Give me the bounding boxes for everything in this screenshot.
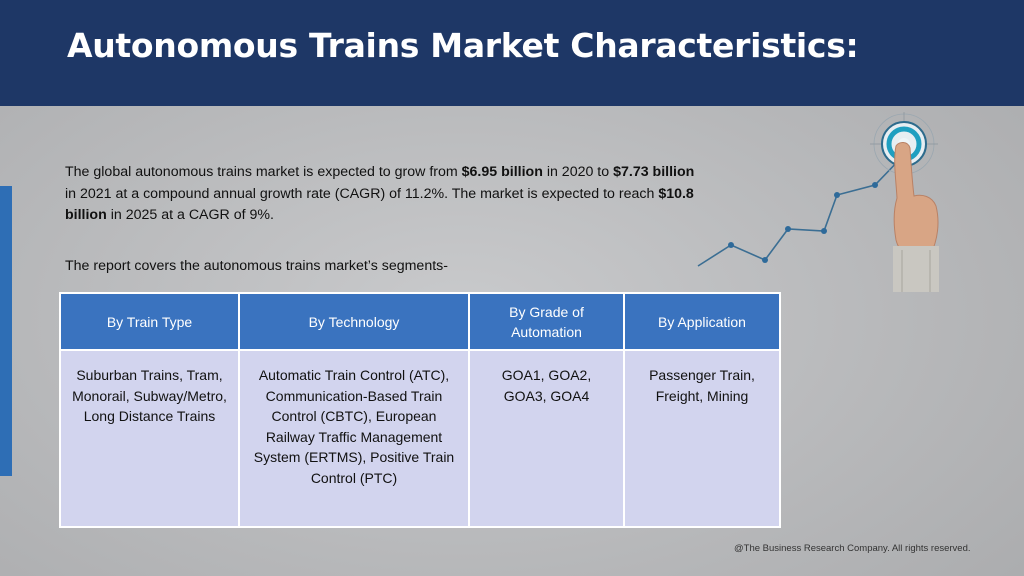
intro-text-4: in 2025 at a CAGR of 9%. <box>106 207 274 223</box>
copyright-footer: @The Business Research Company. All righ… <box>734 543 971 554</box>
table-row: Suburban Trains, Tram, Monorail, Subway/… <box>59 349 781 528</box>
segments-table: By Train Type By Technology By Grade of … <box>59 292 781 528</box>
value-2021: $7.73 billion <box>613 164 695 180</box>
intro-paragraph: The global autonomous trains market is e… <box>65 162 705 227</box>
page-title: Autonomous Trains Market Characteristics… <box>67 26 859 65</box>
pointing-hand-icon <box>893 142 939 292</box>
growth-chart-target-icon <box>697 112 939 292</box>
header-train-type: By Train Type <box>59 292 240 351</box>
header-application: By Application <box>623 292 781 351</box>
accent-bar <box>0 186 12 476</box>
intro-text-2: in 2020 to <box>542 164 614 180</box>
cell-technology: Automatic Train Control (ATC), Communica… <box>238 349 470 528</box>
segments-intro: The report covers the autonomous trains … <box>65 258 448 274</box>
cell-application: Passenger Train, Freight, Mining <box>623 349 781 528</box>
cell-train-type: Suburban Trains, Tram, Monorail, Subway/… <box>59 349 240 528</box>
growth-line-icon <box>697 154 905 267</box>
value-2020: $6.95 billion <box>461 164 543 180</box>
value-2025: $10.8 billion <box>65 185 694 224</box>
header-grade-of-automation: By Grade of Automation <box>468 292 625 351</box>
table-header-row: By Train Type By Technology By Grade of … <box>59 292 781 351</box>
header-technology: By Technology <box>238 292 470 351</box>
intro-text-1: The global autonomous trains market is e… <box>65 164 462 180</box>
cell-grade-of-automation: GOA1, GOA2, GOA3, GOA4 <box>468 349 625 528</box>
header-bar: Autonomous Trains Market Characteristics… <box>0 0 1024 106</box>
intro-text-3: in 2021 at a compound annual growth rate… <box>65 185 659 202</box>
